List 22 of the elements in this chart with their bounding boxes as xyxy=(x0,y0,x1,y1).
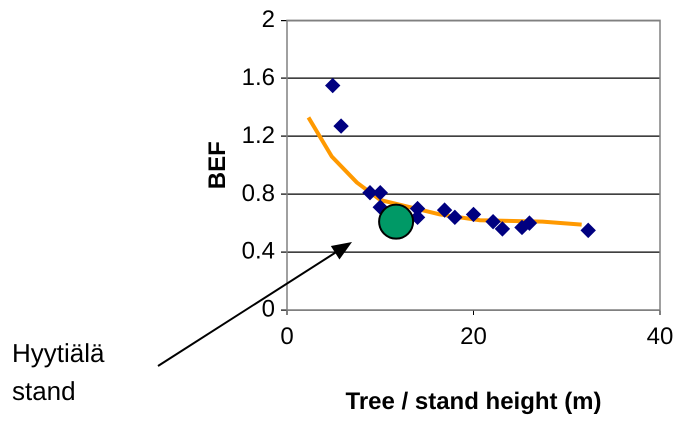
x-tick-label: 40 xyxy=(646,323,674,350)
point xyxy=(378,204,414,240)
point xyxy=(437,202,452,218)
y-tick-label: 0.8 xyxy=(242,180,275,207)
point xyxy=(580,222,596,238)
y-tick-label: 0 xyxy=(262,296,275,323)
point xyxy=(325,78,340,94)
point xyxy=(334,118,349,134)
x-tick-label: 0 xyxy=(280,323,294,350)
point xyxy=(447,210,462,225)
y-tick-label: 2 xyxy=(262,6,275,34)
point xyxy=(494,221,510,236)
y-tick-label: 0.4 xyxy=(242,238,275,265)
point xyxy=(466,206,481,222)
y-tick-label: 1.6 xyxy=(242,64,275,91)
point xyxy=(522,216,537,231)
y-axis-title: BEF xyxy=(204,141,232,190)
point xyxy=(486,214,501,230)
x-axis-title: Tree / stand height (m) xyxy=(345,388,602,416)
text: Hyytiälä stand xyxy=(12,338,106,406)
x-tick-label: 20 xyxy=(460,323,487,350)
y-tick-label: 1.2 xyxy=(242,122,275,149)
